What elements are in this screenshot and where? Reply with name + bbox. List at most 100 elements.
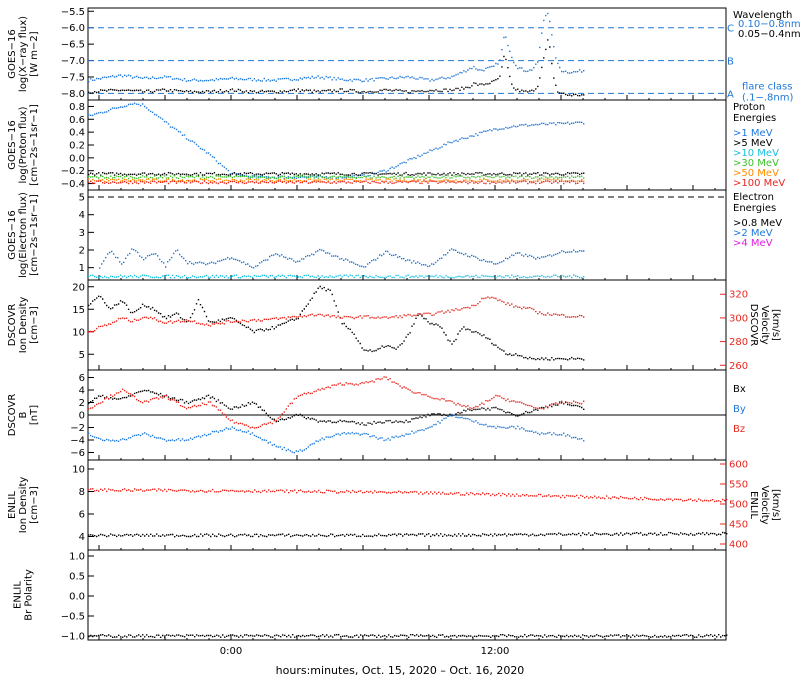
ytick-label: −6.5: [61, 40, 85, 51]
panel-frame-enlil-density: [87, 459, 727, 551]
right-axis-label: DSCOVR: [748, 304, 759, 347]
series-dscovr-b-0: [88, 389, 585, 426]
right-axis-label: Velocity: [759, 485, 770, 524]
legend-entry: >50 MeV: [733, 168, 779, 179]
right-ytick-label: 320: [729, 290, 748, 301]
ytick-label: −4: [70, 436, 85, 447]
y-axis-label: B: [18, 411, 29, 418]
legend-entry: >0.8 MeV: [733, 218, 782, 229]
y-axis-label: log(X−ray flux): [18, 16, 29, 92]
right-ytick-label: 600: [729, 460, 748, 471]
right-ytick-label: 300: [729, 313, 748, 324]
legend-title: Wavelength: [733, 10, 792, 21]
ytick-label: −5.5: [61, 7, 85, 18]
ytick-label: 0.4: [69, 128, 85, 139]
series-proton-1: [88, 171, 585, 176]
flare-class-label: C: [727, 24, 734, 35]
series-xray-1: [88, 39, 585, 97]
y-axis-label: ENLIL: [13, 581, 24, 609]
ytick-label: 0.0: [69, 153, 85, 164]
right-axis-label: [km/s]: [770, 309, 781, 341]
ytick-label: 1: [79, 263, 85, 274]
series-dscovr-b-1: [88, 413, 585, 454]
flare-class-label: A: [727, 89, 734, 100]
y-axis-label: [nT]: [29, 405, 40, 425]
y-axis-label: DSCOVR: [7, 394, 18, 437]
ytick-label: 5: [79, 193, 85, 204]
right-axis-label: ENLIL: [748, 491, 759, 519]
ytick-label: −7.5: [61, 73, 85, 84]
series-dscovr-density-0: [88, 285, 585, 361]
legend-entry: 0.10−0.8nm: [738, 19, 800, 30]
ytick-label: 6: [79, 373, 85, 384]
legend-title: Proton: [733, 102, 765, 113]
y-axis-label: [cm−2s−1sr−1]: [29, 194, 40, 276]
ytick-label: 4: [79, 532, 85, 543]
ytick-label: 0.8: [69, 102, 85, 113]
legend-entry: >30 MeV: [733, 158, 779, 169]
legend-entry: By: [733, 404, 746, 415]
ytick-label: 0.6: [69, 115, 85, 126]
xtick-label: 0:00: [220, 646, 242, 657]
legend-title: Energies: [733, 113, 776, 124]
series-enlil-density-1: [88, 488, 728, 503]
legend-entry: Bx: [733, 384, 746, 395]
ytick-label: 8: [79, 487, 85, 498]
xtick-label: 12:00: [481, 646, 510, 657]
ytick-label: 0.0: [69, 592, 85, 603]
y-axis-label: [cm−3]: [29, 306, 40, 344]
series-xray-0: [88, 12, 585, 83]
y-axis-label: [W m−2]: [29, 31, 40, 76]
right-ytick-label: 550: [729, 480, 748, 491]
ytick-label: −0.4: [61, 179, 85, 190]
series-proton-0: [88, 102, 585, 180]
y-axis-label: [cm−3]: [29, 486, 40, 524]
panel-frame-electron: [87, 189, 727, 281]
ytick-label: 0.2: [69, 141, 85, 152]
ytick-label: 0.5: [69, 572, 85, 583]
legend-entry: >1 MeV: [733, 128, 773, 139]
right-ytick-label: 260: [729, 361, 748, 372]
ytick-label: 10: [72, 327, 85, 338]
ytick-label: 15: [72, 305, 85, 316]
series-proton-3: [88, 178, 585, 183]
y-axis-label: log(Electron flux): [18, 192, 29, 278]
series-electron-0: [99, 248, 585, 269]
ytick-label: −0.5: [61, 612, 85, 623]
series-enlil-polarity-0: [88, 634, 728, 638]
ytick-label: −7.0: [61, 56, 85, 67]
right-ytick-label: 500: [729, 500, 748, 511]
right-ytick-label: 450: [729, 520, 748, 531]
series-proton-2: [88, 175, 585, 180]
y-axis-label: GOES−16: [7, 120, 18, 169]
legend-note: (.1−.8nm): [742, 92, 793, 103]
ytick-label: 0: [79, 411, 85, 422]
y-axis-label: Ion Density: [18, 297, 29, 354]
ytick-label: 4: [79, 210, 85, 221]
legend-entry: >5 MeV: [733, 138, 773, 149]
legend-entry: >4 MeV: [733, 238, 773, 249]
ytick-label: −0.2: [61, 166, 85, 177]
legend-title: Energies: [733, 203, 776, 214]
ytick-label: 5: [79, 350, 85, 361]
y-axis-label: [cm−2s−1sr−1]: [29, 104, 40, 186]
legend-entry: Bz: [733, 424, 745, 435]
ytick-label: −8.0: [61, 89, 85, 100]
legend-entry: >2 MeV: [733, 228, 773, 239]
legend-title: Electron: [733, 192, 774, 203]
ytick-label: 6: [79, 510, 85, 521]
panel-frame-enlil-polarity: [87, 549, 727, 641]
ytick-label: 2: [79, 398, 85, 409]
series-proton-4: [88, 180, 585, 185]
legend-note: flare class: [742, 81, 792, 92]
series-dscovr-density-1: [88, 296, 585, 333]
right-axis-label: [km/s]: [770, 489, 781, 521]
series-dscovr-b-2: [88, 376, 585, 429]
legend-entry: 0.05−0.4nm: [738, 29, 800, 40]
right-ytick-label: 280: [729, 337, 748, 348]
series-enlil-density-0: [88, 531, 728, 538]
right-ytick-label: 400: [729, 540, 748, 551]
series-electron-1: [88, 274, 585, 279]
y-axis-label: Ion Density: [18, 477, 29, 534]
